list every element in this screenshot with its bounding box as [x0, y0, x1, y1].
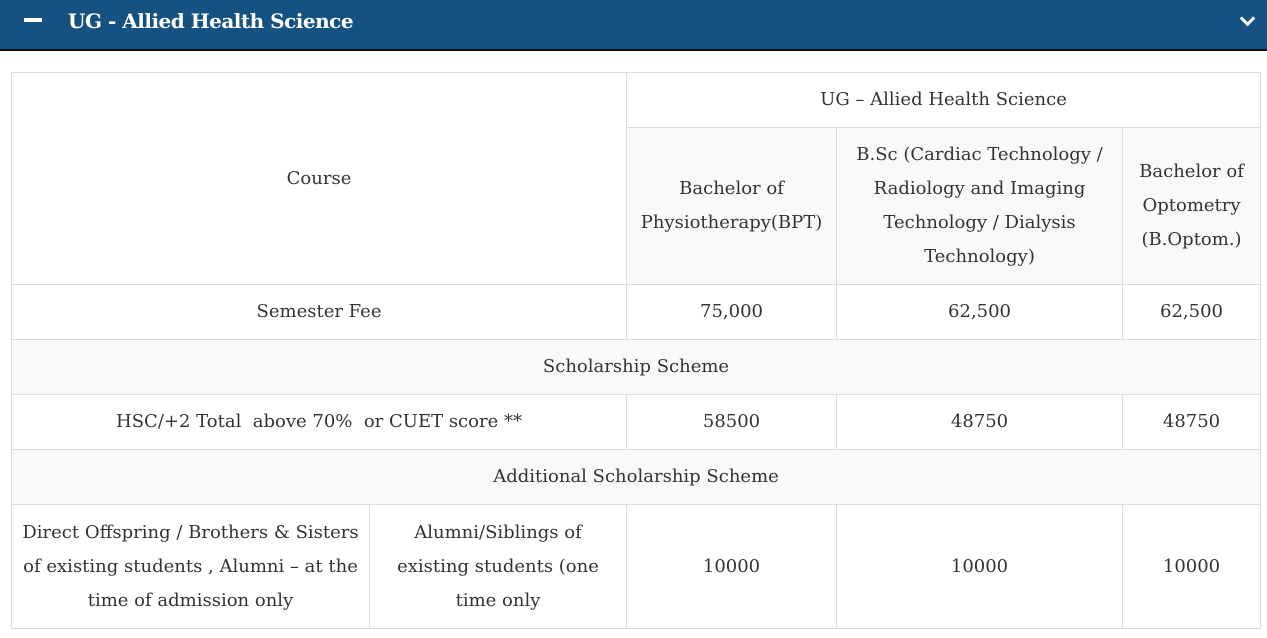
chevron-down-icon[interactable]: [1239, 10, 1256, 27]
minus-icon[interactable]: [24, 18, 42, 22]
column-header: Bachelor of Optometry (B.Optom.): [1122, 127, 1262, 285]
fee-table: Course UG – Allied Health Science Bachel…: [10, 72, 1262, 629]
cell: 10000: [836, 504, 1124, 629]
section-heading: Scholarship Scheme: [10, 339, 1262, 395]
row-label: Semester Fee: [10, 284, 628, 340]
table-row: Semester Fee 75,000 62,500 62,500: [10, 284, 1262, 340]
column-header: Bachelor of Physiotherapy(BPT): [626, 127, 838, 285]
accordion-header[interactable]: UG - Allied Health Science: [0, 0, 1267, 51]
cell: 10000: [1122, 504, 1262, 629]
row-label: HSC/+2 Total above 70% or CUET score **: [10, 394, 628, 450]
cell: 48750: [1122, 394, 1262, 450]
row-label: Alumni/Siblings of existing students (on…: [368, 504, 628, 629]
cell: 62,500: [1122, 284, 1262, 340]
cell: 10000: [626, 504, 838, 629]
row-label: Direct Offspring / Brothers & Sisters of…: [11, 504, 370, 629]
group-header: UG – Allied Health Science: [626, 72, 1262, 128]
section-heading: Additional Scholarship Scheme: [10, 449, 1262, 505]
cell: 62,500: [836, 284, 1124, 340]
accordion-title: UG - Allied Health Science: [68, 9, 354, 33]
cell: 48750: [836, 394, 1124, 450]
table-row: Direct Offspring / Brothers & Sisters of…: [11, 504, 1262, 629]
cell: 75,000: [626, 284, 838, 340]
table-row: HSC/+2 Total above 70% or CUET score ** …: [10, 394, 1262, 450]
cell: 58500: [626, 394, 838, 450]
column-header: B.Sc (Cardiac Technology / Radiology and…: [836, 127, 1124, 285]
course-header: Course: [10, 72, 628, 285]
